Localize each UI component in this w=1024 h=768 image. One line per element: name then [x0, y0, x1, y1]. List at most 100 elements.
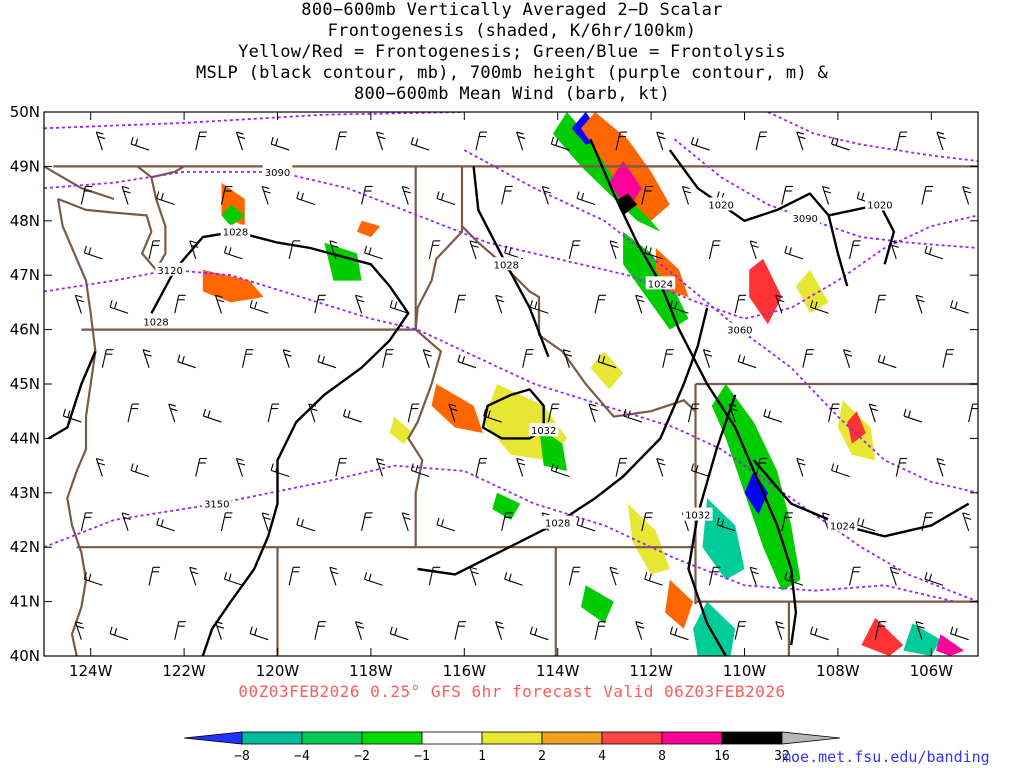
wind-barb-shaft-161 [296, 197, 316, 206]
wind-barb-shaft-136 [950, 306, 969, 314]
wind-barb [962, 185, 972, 205]
wind-barb-feather-183 [410, 136, 414, 145]
wind-barb-feather-2-130 [674, 301, 678, 309]
wind-barb-feather-2-186 [555, 138, 559, 146]
wind-barb [80, 512, 93, 531]
wind-barb-shaft-36 [849, 567, 855, 586]
wind-barb-shaft-60 [130, 469, 150, 478]
wind-barb [202, 408, 222, 423]
wind-barb-feather-2-32 [648, 573, 652, 581]
wind-barb-feather-170 [716, 191, 720, 199]
wind-barb-feather-2-126 [497, 299, 505, 303]
wind-barb-shaft-163 [401, 186, 409, 205]
wind-barb-feather-2-127 [534, 301, 538, 309]
wind-barb-feather-2-177 [135, 138, 139, 146]
wind-barb [662, 349, 674, 368]
wind-barb-feather-2-56 [861, 519, 865, 527]
wind-barb [868, 403, 878, 423]
wind-barb [529, 300, 549, 314]
wind-barb [376, 131, 386, 151]
wind-barb-shaft-154 [889, 240, 897, 260]
wind-barb-feather-43 [262, 512, 270, 516]
wind-barb-feather-2-179 [237, 136, 246, 140]
lat-tick-label-10: 40N [10, 647, 40, 665]
wind-barb-feather-2-118 [114, 301, 118, 309]
wind-barb-feather-2-157 [123, 190, 131, 194]
wind-barb-shaft-66 [411, 469, 430, 478]
height-contour-label-bg-2 [725, 322, 755, 336]
colorbar-seg-5 [481, 731, 543, 745]
wind-barb-feather-13 [669, 626, 673, 634]
wind-barb [547, 403, 560, 423]
axis-ticks: 124W 122W 120W 118W 116W 114W 112W 110W 108W 106W… [10, 103, 978, 680]
colorbar-label-8: 16 [714, 749, 730, 764]
colorbar-label-9: 32 [774, 749, 790, 764]
wind-barb [156, 517, 175, 532]
wind-barb-feather-2-58 [964, 516, 972, 520]
lon-tick-label-0: 124W [69, 662, 113, 680]
mslp-contour-label-8: 1020 [867, 200, 892, 211]
wind-barb [962, 512, 972, 532]
wind-barb-feather-2-12 [637, 625, 645, 629]
wind-barb-feather-2-9 [497, 625, 505, 629]
wind-barb-shaft-147 [568, 240, 574, 259]
wind-barb-feather-149 [644, 245, 648, 254]
lat-tick-label-0: 50N [10, 103, 40, 121]
wind-barb-feather-2-81 [207, 410, 211, 418]
wind-barb-shaft-131 [734, 295, 740, 314]
wind-barb-shaft-190 [755, 131, 761, 151]
wind-barb-feather-2-99 [144, 353, 152, 357]
colorbar-label-5: 2 [538, 749, 546, 764]
wind-barb-shaft-63 [271, 469, 290, 478]
wind-barb [475, 457, 487, 477]
wind-barb-feather-2-121 [254, 301, 258, 309]
wind-barb [924, 572, 944, 586]
wind-barb-shaft-189 [691, 143, 710, 151]
wind-barb-feather-2-18 [917, 625, 925, 629]
wind-barb-shaft-109 [597, 361, 617, 369]
wind-barb [734, 294, 747, 314]
wind-barb-feather-2-115 [882, 356, 886, 364]
wind-barb [249, 626, 269, 641]
wind-barb-feather-2-192 [835, 138, 839, 146]
wind-barb [755, 457, 768, 477]
wind-barb-shaft-1 [109, 633, 129, 641]
wind-barb-feather-2-71 [658, 462, 666, 466]
wind-barb-feather-77 [936, 457, 945, 462]
wind-barb-shaft-4 [249, 633, 269, 641]
wind-barb [755, 131, 768, 151]
wind-barb-shaft-112 [738, 361, 757, 369]
wind-barb-shaft-157 [121, 186, 129, 205]
wind-barb [615, 131, 628, 151]
wind-barb-shaft-18 [915, 621, 923, 640]
wind-barb-feather-2-117 [76, 299, 85, 303]
wind-barb-shaft-37 [889, 567, 897, 586]
wind-barb-shaft-122 [314, 295, 320, 314]
wind-barb-shaft-97 [968, 403, 974, 423]
lat-tick-label-1: 49N [10, 157, 40, 175]
wind-barb-feather-100 [177, 354, 181, 362]
wind-barb-feather-58 [962, 512, 970, 516]
fronto-shade-8 [795, 269, 829, 314]
wind-barb [457, 354, 477, 369]
wind-barb-feather-2-22 [191, 571, 199, 575]
wind-barb [656, 457, 666, 477]
wind-barb-shaft-40 [121, 512, 129, 532]
wind-barb [656, 131, 666, 151]
credit-link[interactable]: moe.met.fsu.edu/banding [782, 748, 990, 766]
wind-barb [220, 185, 233, 205]
wind-barb-shaft-113 [802, 349, 808, 368]
wind-barb-shaft-123 [355, 295, 363, 314]
colorbar-seg-9 [721, 731, 783, 745]
mslp-contour-label-bg-4 [645, 276, 676, 290]
fronto-shade-30 [492, 492, 521, 520]
wind-barb-shaft-162 [361, 186, 367, 205]
wind-barb-shaft-158 [156, 197, 175, 206]
wind-barb [843, 349, 853, 368]
wind-barb-shaft-176 [95, 131, 103, 151]
mslp-contour-label-bg-9 [827, 518, 858, 532]
wind-barb-shaft-30 [568, 567, 574, 586]
wind-barb [828, 403, 840, 423]
wind-barb-shaft-17 [874, 621, 880, 640]
